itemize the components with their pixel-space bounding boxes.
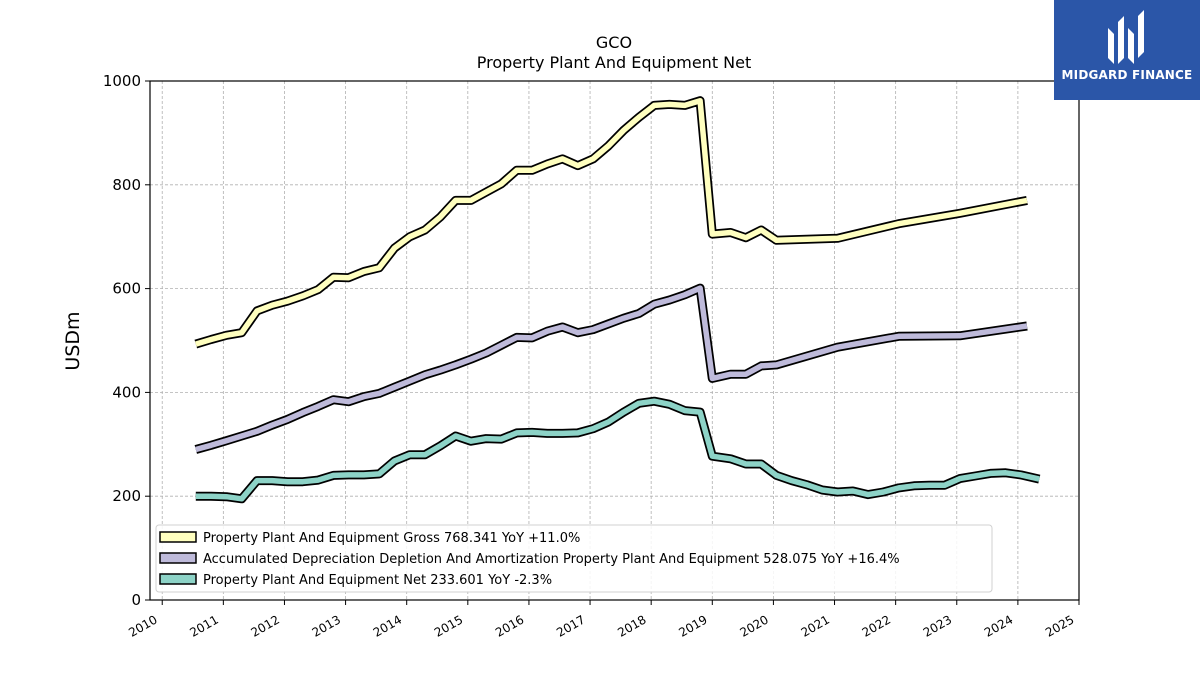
x-tick-label: 2019 <box>676 612 709 639</box>
legend-entry: Accumulated Depreciation Depletion And A… <box>203 552 900 567</box>
logo-text: MIDGARD FINANCE <box>1061 68 1193 82</box>
x-tick-label: 2014 <box>371 612 404 639</box>
x-tick-label: 2010 <box>126 612 159 639</box>
series-2-line <box>195 285 1028 453</box>
series-1 <box>194 96 1028 349</box>
x-tick-label: 2020 <box>737 612 770 639</box>
y-tick-label: 800 <box>112 176 141 194</box>
x-tick-label: 2016 <box>493 612 526 639</box>
logo-mark-icon <box>1108 10 1144 64</box>
x-tick-label: 2015 <box>432 612 465 639</box>
x-tick-label: 2011 <box>187 612 220 639</box>
legend: Property Plant And Equipment Gross 768.3… <box>155 524 993 593</box>
y-axis-label: USDm <box>62 311 84 370</box>
midgard-finance-logo: MIDGARD FINANCE <box>1054 0 1200 100</box>
legend-swatch <box>159 552 197 564</box>
series-3-line <box>195 398 1040 502</box>
grid <box>150 81 1080 600</box>
x-tick-label: 2022 <box>860 612 893 639</box>
legend-box <box>155 524 993 593</box>
x-tick-label: 2018 <box>615 612 648 639</box>
x-tick-label: 2017 <box>554 612 587 639</box>
series-2 <box>194 283 1028 454</box>
chart-subtitle: Property Plant And Equipment Net <box>477 53 752 72</box>
series-layer <box>194 96 1041 504</box>
legend-swatch <box>159 573 197 585</box>
x-tick-label: 2023 <box>921 612 954 639</box>
y-tick-label: 200 <box>112 487 141 505</box>
x-tick-label: 2025 <box>1043 612 1076 639</box>
series-1-line <box>195 97 1028 347</box>
legend-swatch <box>159 531 197 543</box>
x-tick-label: 2024 <box>982 612 1015 639</box>
y-tick-label: 400 <box>112 383 141 401</box>
x-tick-label: 2021 <box>799 612 832 639</box>
y-tick-label: 1000 <box>103 72 141 90</box>
series-3 <box>195 396 1041 504</box>
x-tick-label: 2012 <box>249 612 282 639</box>
y-tick-label: 0 <box>131 591 141 609</box>
legend-entry: Property Plant And Equipment Net 233.601… <box>203 573 552 588</box>
chart-title: GCO <box>596 33 632 52</box>
plot-frame <box>149 80 1080 601</box>
legend-entry: Property Plant And Equipment Gross 768.3… <box>203 531 580 546</box>
y-tick-label: 600 <box>112 280 141 298</box>
x-tick-label: 2013 <box>310 612 343 639</box>
